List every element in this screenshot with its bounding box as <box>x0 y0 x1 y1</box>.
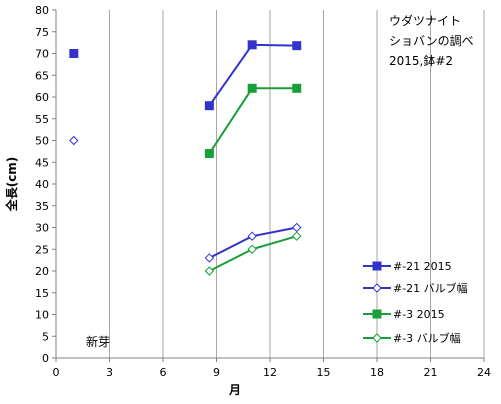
legend-label: #-21 2015 <box>393 260 452 273</box>
data-point <box>292 41 302 51</box>
y-tick-label: 30 <box>35 222 49 235</box>
legend: #-21 2015 #-21 バルブ幅 #-3 2015 #-3 バルブ幅 <box>363 260 468 345</box>
legend-swatch-marker <box>372 309 382 319</box>
ticks: 0 5 10 15 20 25 30 35 40 45 50 55 60 65 70 75 80 0 3 6 9 12 15… <box>35 4 491 379</box>
x-tick-label: 12 <box>263 366 277 379</box>
legend-label: #-21 バルブ幅 <box>393 281 468 295</box>
legend-item: #-3 2015 <box>363 308 445 321</box>
annotation: ウダツナイト <box>389 13 461 28</box>
data-point <box>204 266 215 276</box>
legend-label: #-3 バルブ幅 <box>393 331 461 345</box>
legend-swatch-marker <box>372 333 382 343</box>
annotation: ショバンの調べ <box>389 34 474 48</box>
series-1 <box>69 40 302 111</box>
annotation: 新芽 <box>86 334 110 349</box>
legend-item: #-21 バルブ幅 <box>363 281 468 295</box>
y-tick-label: 55 <box>35 113 49 126</box>
data-point <box>204 253 215 263</box>
legend-item: #-21 2015 <box>363 260 452 273</box>
y-tick-label: 60 <box>35 91 49 104</box>
y-tick-label: 45 <box>35 156 49 169</box>
y-axis-title: 全長(cm) <box>4 157 19 213</box>
data-point <box>247 244 257 254</box>
x-tick-label: 9 <box>213 366 220 379</box>
x-axis-title: 月 <box>228 383 241 397</box>
y-tick-label: 15 <box>35 287 49 300</box>
x-tick-label: 3 <box>106 366 113 379</box>
y-tick-label: 65 <box>35 69 49 82</box>
y-tick-label: 20 <box>35 265 49 278</box>
data-point <box>292 231 302 241</box>
y-tick-label: 5 <box>42 330 49 343</box>
series-layer <box>69 40 302 276</box>
y-tick-label: 25 <box>35 243 49 256</box>
y-tick-label: 0 <box>42 352 49 365</box>
x-tick-label: 6 <box>160 366 167 379</box>
legend-item: #-3 バルブ幅 <box>363 331 461 345</box>
legend-label: #-3 2015 <box>393 308 445 321</box>
legend-swatch-marker <box>372 261 382 271</box>
y-tick-label: 40 <box>35 178 49 191</box>
grid <box>109 10 485 358</box>
annotation: 2015,鉢#2 <box>389 54 453 68</box>
y-tick-label: 50 <box>35 135 49 148</box>
data-point <box>247 83 257 93</box>
data-point <box>247 40 257 50</box>
data-point <box>247 231 257 241</box>
data-point <box>69 135 79 146</box>
series-2 <box>69 135 302 263</box>
x-tick-label: 0 <box>53 366 60 379</box>
y-tick-label: 80 <box>35 4 49 17</box>
x-tick-label: 24 <box>477 366 491 379</box>
y-tick-label: 35 <box>35 200 49 213</box>
y-tick-label: 10 <box>35 309 49 322</box>
y-tick-label: 75 <box>35 26 49 39</box>
series-4 <box>204 231 302 276</box>
series-3 <box>204 83 302 159</box>
data-point <box>204 101 214 111</box>
x-tick-label: 15 <box>317 366 331 379</box>
data-point <box>292 83 302 93</box>
y-tick-label: 70 <box>35 48 49 61</box>
legend-swatch-marker <box>372 283 382 293</box>
data-point <box>69 49 79 58</box>
x-tick-label: 21 <box>424 366 438 379</box>
data-point <box>204 149 214 159</box>
x-tick-label: 18 <box>370 366 384 379</box>
